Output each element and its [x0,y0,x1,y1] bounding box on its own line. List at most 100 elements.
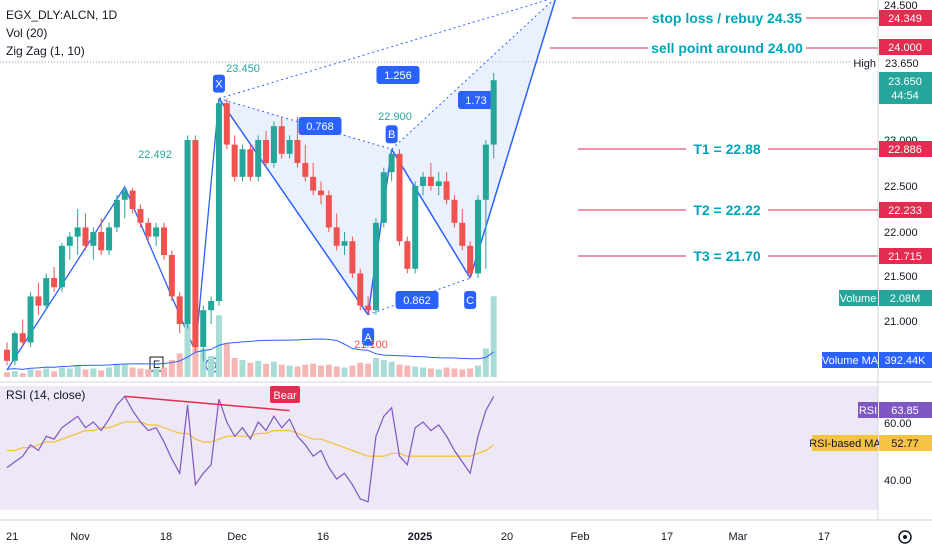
svg-text:E: E [153,359,160,371]
volume-label: Volume [840,293,877,305]
t3-price-tag [879,248,932,264]
candle-body [278,126,285,154]
volume-bar [176,353,183,377]
candle-body [341,241,348,246]
time-tick-feb: Feb [571,531,590,543]
volume-bar [113,363,120,377]
harmonic-pattern[interactable]: XABCD0.7680.8621.2561.7322.49223.45022.9… [6,0,562,373]
rsi-ma-value: 52.77 [891,438,919,450]
candle-body [121,190,128,200]
stop-loss-annotation: stop loss / rebuy 24.35 [652,10,802,26]
svg-text:0.768: 0.768 [306,121,334,133]
volume-bar [380,359,387,377]
price-tick-22500: 22.500 [884,181,918,193]
t2-annotation: T2 = 22.22 [693,202,761,218]
rsi-indicator-title[interactable]: RSI (14, close) [6,388,85,402]
pattern-point-b[interactable]: B [385,125,398,144]
candle-body [286,140,293,154]
volume-bar [247,362,254,377]
zigzag-label-l1: 21.100 [354,339,388,351]
gear-icon[interactable] [898,530,912,544]
volume-bar [4,372,10,377]
candle-body [333,227,340,246]
pattern-point-c[interactable]: C [464,291,477,309]
rsi-value: 63.85 [891,405,919,417]
candle-body [302,163,309,177]
volume-bar [365,363,372,377]
leg-bc [391,148,471,279]
candle-body [270,126,277,163]
leg-xa [218,98,369,316]
rsi-line [6,395,495,503]
volume-bar [58,367,65,377]
svg-text:1.73: 1.73 [465,95,486,107]
volume-bar [467,368,474,377]
volume-bar [412,366,419,377]
candle-body [11,333,18,361]
time-tick-16: 16 [317,531,329,543]
t3-price-text: 21.715 [888,251,922,263]
candle-body [161,227,167,255]
volume-value-tag [879,290,932,306]
zigzag-indicator-title[interactable]: Zig Zag (1, 10) [6,44,85,58]
svg-text:B: B [388,129,395,141]
volume-bar [74,365,81,377]
candle-body [176,296,183,324]
price-tick-22000: 22.000 [884,227,918,239]
stop-loss-price-tag [879,10,932,26]
high-value: 23.650 [885,58,919,70]
candle-body [66,236,73,246]
candle-body [325,195,332,228]
t3-annotation: T3 = 21.70 [693,248,761,264]
zigzag-line [6,98,220,371]
volume-bar [349,365,356,377]
rsi-ma-label: RSI-based MA [809,438,881,450]
candle-body [459,222,466,246]
volume-bar [223,343,230,377]
candle-body [27,296,34,343]
pattern-point-a[interactable]: A [362,327,375,346]
volume-bar [451,368,458,377]
candle-body [490,80,497,145]
candle-body [427,176,434,186]
price-tick-21500: 21.500 [884,271,918,283]
volume-bar [388,361,395,377]
volume-bar [372,358,379,377]
candle-body [372,222,379,311]
bear-divergence-line [124,395,290,412]
candle-body [58,245,65,288]
volume-bar [43,368,50,377]
zigzag-label-h2: 23.450 [226,63,260,75]
volume-value: 2.08M [890,293,921,305]
volume-bar [255,360,262,377]
symbol-title[interactable]: EGX_DLY:ALCN, 1D [6,8,117,22]
candle-body [106,227,113,251]
volume-bar [121,364,128,377]
volume-bar [137,368,144,377]
volume-bar [278,364,285,377]
t2-bg [686,201,768,219]
candle-body [223,103,230,145]
svg-text:1.256: 1.256 [384,70,412,82]
stop-loss-bg [648,9,806,27]
pattern-point-x[interactable]: X [212,74,225,93]
volume-bar [153,368,160,377]
time-tick-18: 18 [160,531,172,543]
volume-ma-label-tag [822,352,878,368]
volume-indicator-title[interactable]: Vol (20) [6,26,47,40]
volume-bar [475,365,481,377]
last-price-tag [879,72,932,104]
candle-body [208,301,215,311]
volume-bar [302,364,309,377]
price-tick-21000: 21.000 [884,316,918,328]
candle-body [365,305,372,311]
leg-cd [469,0,556,279]
volume-bar [66,368,73,377]
rsi-label: RSI [859,405,877,417]
rsi-ma-value-tag [879,435,932,451]
bear-divergence-label[interactable]: Bear [270,386,300,403]
time-tick-17-mar: 17 [818,531,830,543]
zigzag-label-h1: 22.492 [138,149,172,161]
svg-text:X: X [215,79,223,91]
